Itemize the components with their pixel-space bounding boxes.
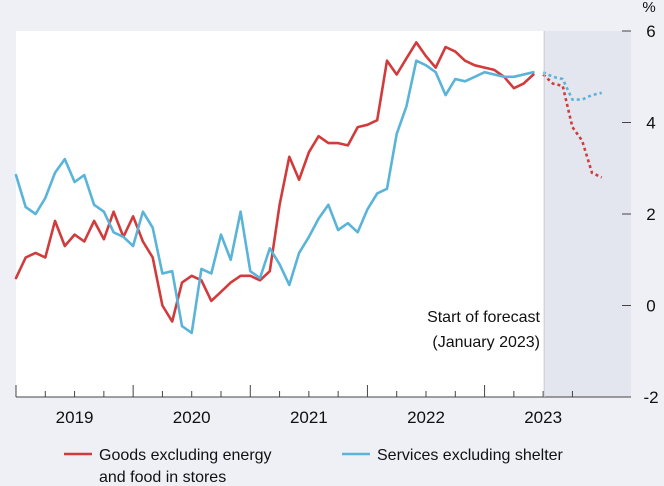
forecast-annotation-line1: Start of forecast bbox=[427, 309, 540, 326]
series-forecast-line-0 bbox=[542, 73, 603, 179]
x-tick-label: 2022 bbox=[407, 408, 445, 427]
x-tick-label: 2023 bbox=[524, 408, 562, 427]
forecast-shaded-region bbox=[544, 31, 631, 397]
legend-label-services: Services excluding shelter bbox=[377, 447, 564, 464]
y-tick-label: 2 bbox=[646, 205, 655, 224]
y-tick-label: 6 bbox=[646, 22, 655, 41]
series-forecast-line-1 bbox=[542, 71, 602, 101]
legend-label-goods-line2: and food in stores bbox=[99, 469, 226, 486]
x-tick-label: 2021 bbox=[290, 408, 328, 427]
x-axis: 2019 2020 2021 2022 2023 bbox=[15, 385, 631, 427]
y-axis-ticks: 6 4 2 0 -2 bbox=[622, 22, 659, 407]
forecast-annotation-line2: (January 2023) bbox=[432, 334, 540, 351]
series-line-0 bbox=[14, 41, 535, 323]
legend-label-goods-line1: Goods excluding energy bbox=[99, 447, 272, 464]
series-line-1 bbox=[14, 59, 535, 335]
series-lines bbox=[14, 41, 603, 335]
plot-area bbox=[16, 31, 631, 397]
legend: Goods excluding energy and food in store… bbox=[64, 447, 564, 486]
y-axis-unit-label: % bbox=[642, 0, 655, 16]
y-tick-label: -2 bbox=[643, 388, 658, 407]
y-tick-label: 0 bbox=[646, 297, 655, 316]
x-tick-label: 2020 bbox=[173, 408, 211, 427]
y-tick-label: 4 bbox=[646, 114, 655, 133]
x-tick-label: 2019 bbox=[56, 408, 94, 427]
